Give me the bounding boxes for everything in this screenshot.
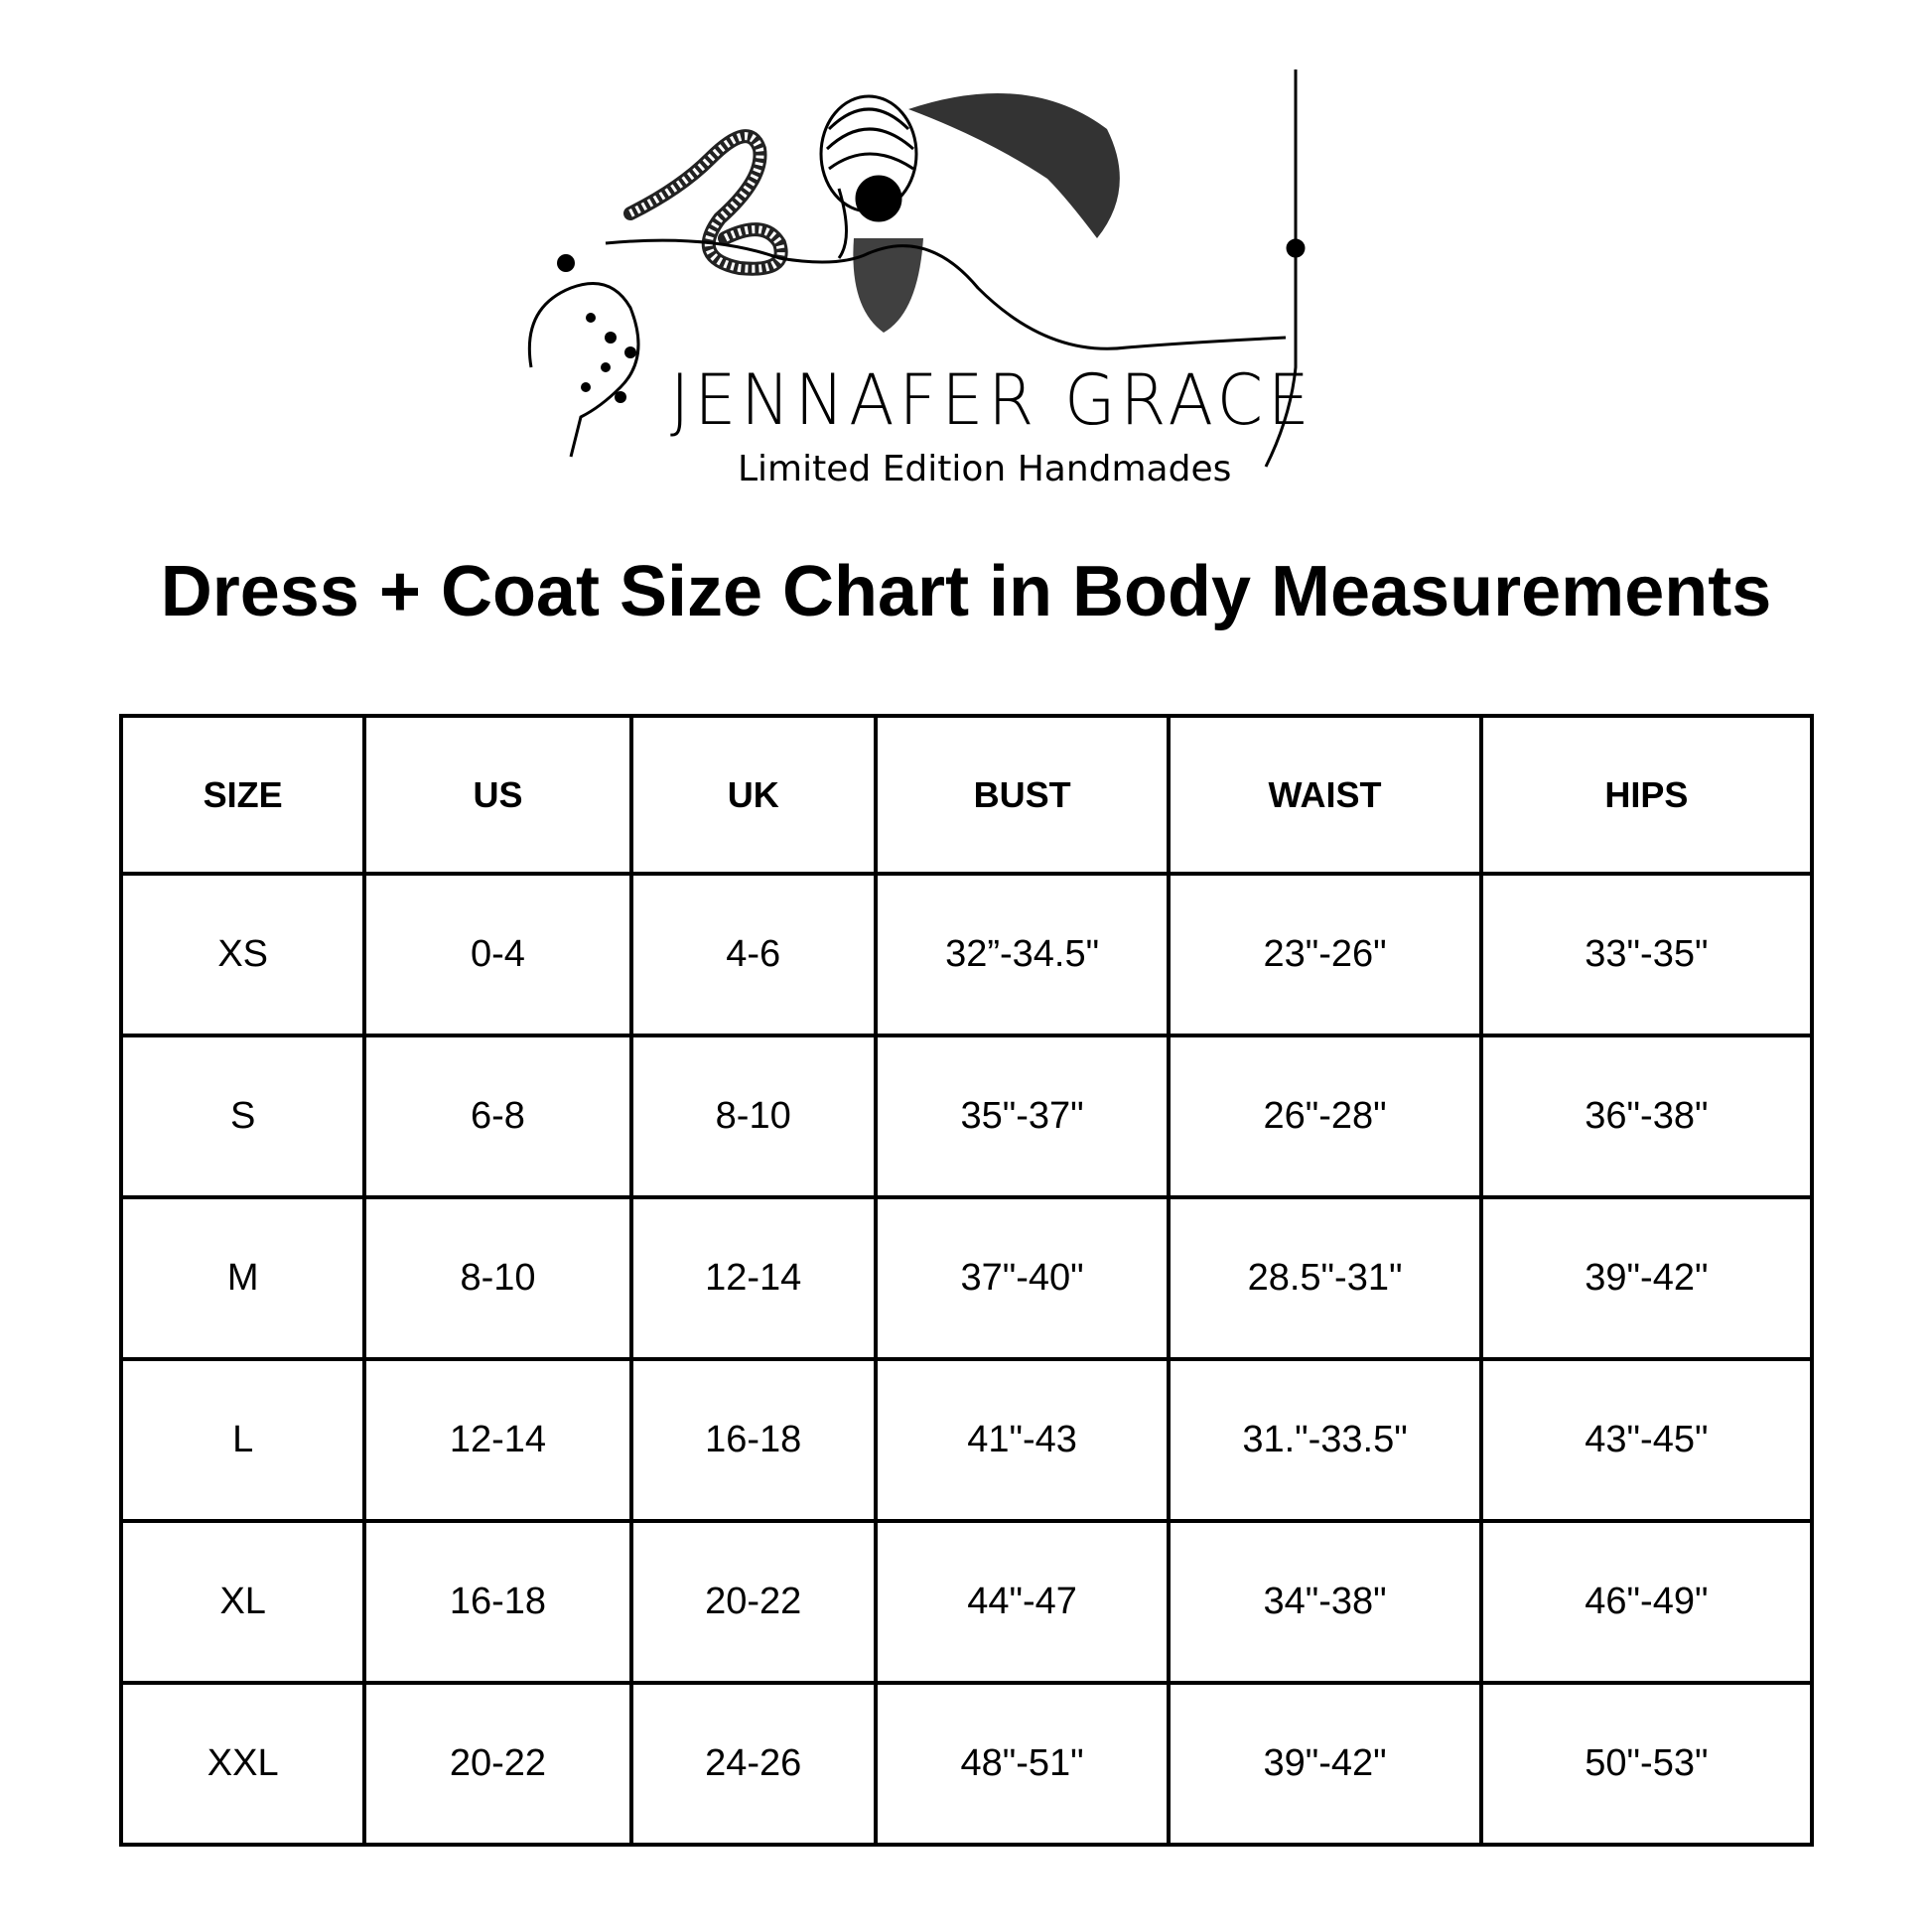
cell-size: XXL [118,1681,367,1847]
cell-waist: 26"-28" [1167,1034,1483,1200]
table-row: XL 16-18 20-22 44"-47 34"-38" 46"-49" [118,1519,1815,1686]
cell-bust: 44"-47 [873,1519,1172,1686]
cell-bust: 48"-51" [873,1681,1172,1847]
cell-size: XS [118,872,367,1038]
cell-uk: 12-14 [628,1195,878,1362]
page-title: Dress + Coat Size Chart in Body Measurem… [160,552,1772,631]
cell-hips: 39"-42" [1478,1195,1815,1362]
cell-uk: 8-10 [628,1034,878,1200]
brand-tagline: Limited Edition Handmades [738,449,1232,489]
cell-bust: 32”-34.5" [873,872,1172,1038]
cell-us: 8-10 [362,1195,633,1362]
header-us: US [362,713,633,877]
table-row: M 8-10 12-14 37"-40" 28.5"-31" 39"-42" [118,1195,1815,1362]
cell-uk: 24-26 [628,1681,878,1847]
cell-us: 12-14 [362,1357,633,1524]
cell-us: 6-8 [362,1034,633,1200]
cell-waist: 39"-42" [1167,1681,1483,1847]
table-row: S 6-8 8-10 35"-37" 26"-28" 36"-38" [118,1034,1815,1200]
cell-waist: 34"-38" [1167,1519,1483,1686]
cell-bust: 37"-40" [873,1195,1172,1362]
cell-hips: 50"-53" [1478,1681,1815,1847]
brand-logo: JENNAFER GRACE Limited Edition Handmades [511,69,1365,506]
header-waist: WAIST [1167,713,1483,877]
cell-hips: 33"-35" [1478,872,1815,1038]
cell-us: 0-4 [362,872,633,1038]
cell-uk: 4-6 [628,872,878,1038]
cell-hips: 43"-45" [1478,1357,1815,1524]
table-row: XS 0-4 4-6 32”-34.5" 23"-26" 33"-35" [118,872,1815,1038]
cell-size: XL [118,1519,367,1686]
cell-us: 16-18 [362,1519,633,1686]
logo-illustration [527,69,1306,468]
cell-us: 20-22 [362,1681,633,1847]
cell-uk: 16-18 [628,1357,878,1524]
header-hips: HIPS [1478,713,1815,877]
cell-size: S [118,1034,367,1200]
cell-bust: 35"-37" [873,1034,1172,1200]
size-chart-table: SIZE US UK BUST WAIST HIPS XS 0-4 4-6 32”-3… [118,713,1815,1847]
brand-name: JENNAFER GRACE [670,359,1314,441]
cell-waist: 31."-33.5" [1167,1357,1483,1524]
cell-size: M [118,1195,367,1362]
header-size: SIZE [118,713,367,877]
cell-size: L [118,1357,367,1524]
cell-waist: 28.5"-31" [1167,1195,1483,1362]
header-bust: BUST [873,713,1172,877]
table-header-row: SIZE US UK BUST WAIST HIPS [118,713,1815,877]
cell-bust: 41"-43 [873,1357,1172,1524]
cell-hips: 36"-38" [1478,1034,1815,1200]
table-row: L 12-14 16-18 41"-43 31."-33.5" 43"-45" [118,1357,1815,1524]
cell-uk: 20-22 [628,1519,878,1686]
cell-hips: 46"-49" [1478,1519,1815,1686]
header-uk: UK [628,713,878,877]
cell-waist: 23"-26" [1167,872,1483,1038]
table-row: XXL 20-22 24-26 48"-51" 39"-42" 50"-53" [118,1681,1815,1847]
